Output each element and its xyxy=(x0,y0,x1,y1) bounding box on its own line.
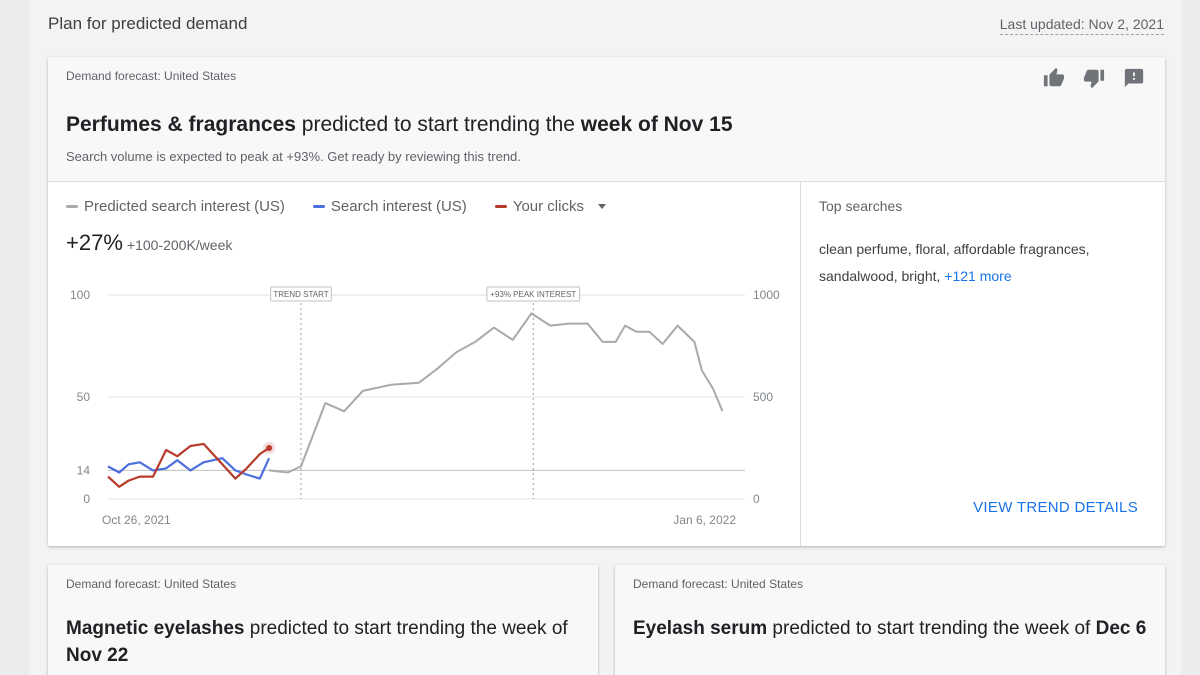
annotation-box xyxy=(270,286,332,302)
legend-predicted[interactable]: Predicted search interest (US) xyxy=(66,198,285,215)
trend-metric: +27% +100-200K/week xyxy=(66,230,232,256)
pane-divider xyxy=(800,182,801,546)
page-title: Plan for predicted demand xyxy=(48,14,248,33)
card-header: Demand forecast: United States Perfumes … xyxy=(48,57,1165,182)
thumb-down-icon[interactable] xyxy=(1083,67,1105,89)
thumb-up-icon[interactable] xyxy=(1043,67,1065,89)
headline-week: Dec 6 xyxy=(1095,618,1147,639)
annotation-box xyxy=(486,286,581,302)
card-eyebrow: Demand forecast: United States xyxy=(66,69,237,83)
metric-volume: +100-200K/week xyxy=(126,237,233,253)
y-tick-label-left: 50 xyxy=(77,390,91,404)
y-tick-label-left: 14 xyxy=(77,463,91,477)
y-tick-label-right: 500 xyxy=(753,390,773,404)
series-line-clicks xyxy=(107,442,270,488)
headline-mid: predicted to start trending the week of xyxy=(767,618,1096,639)
chevron-down-icon xyxy=(597,204,606,209)
y-tick-label-right: 1000 xyxy=(753,288,780,302)
legend-predicted-label: Predicted search interest (US) xyxy=(84,198,285,215)
legend-predicted-swatch xyxy=(66,205,78,208)
y-tick-label-left: 100 xyxy=(70,288,90,302)
y-tick-label-right: 0 xyxy=(753,492,760,506)
top-searches-pane: Top searches clean perfume, floral, affo… xyxy=(801,182,1165,546)
x-tick-label-start: Oct 26, 2021 xyxy=(102,513,171,527)
last-updated-label[interactable]: Last updated: Nov 2, 2021 xyxy=(999,16,1164,35)
more-searches-link[interactable]: +121 more xyxy=(944,268,1012,284)
headline-week: Nov 22 xyxy=(66,645,129,666)
card-body: 0 14 50 100 0 500 1000 Oct 26, 2021 Jan 6, 2022 T… xyxy=(48,182,1165,546)
headline-mid: predicted to start trending the week of xyxy=(244,618,568,639)
y-tick-label-left: 0 xyxy=(83,492,90,506)
chart-legend: Predicted search interest (US) Search in… xyxy=(66,198,606,215)
headline-week: week of Nov 15 xyxy=(580,113,733,136)
legend-clicks-label: Your clicks xyxy=(512,198,584,215)
legend-clicks-dropdown[interactable]: Your clicks xyxy=(494,198,606,215)
legend-interest-label: Search interest (US) xyxy=(330,198,467,215)
top-searches-title: Top searches xyxy=(819,198,903,214)
card-eyebrow: Demand forecast: United States xyxy=(66,577,237,591)
card-header: Demand forecast: United States Magnetic … xyxy=(48,565,598,675)
card-headline: Perfumes & fragrances predicted to start… xyxy=(66,111,733,138)
top-searches-list: clean perfume, floral, affordable fragra… xyxy=(819,236,1139,290)
card-headline: Eyelash serum predicted to start trendin… xyxy=(633,615,1153,642)
card-header: Demand forecast: United States Eyelash s… xyxy=(615,565,1165,675)
demand-forecast-card-serum[interactable]: Demand forecast: United States Eyelash s… xyxy=(615,565,1165,675)
feedback-actions xyxy=(1043,67,1145,89)
feedback-icon[interactable] xyxy=(1123,67,1145,89)
top-searches-text: clean perfume, floral, affordable fragra… xyxy=(819,241,1090,284)
demand-forecast-card-eyelashes[interactable]: Demand forecast: United States Magnetic … xyxy=(48,565,598,675)
card-headline: Magnetic eyelashes predicted to start tr… xyxy=(66,615,586,669)
series-line-predicted xyxy=(268,312,724,474)
page: Plan for predicted demand Last updated: … xyxy=(30,0,1182,675)
card-subtitle: Search volume is expected to peak at +93… xyxy=(66,149,521,164)
chart-pane: 0 14 50 100 0 500 1000 Oct 26, 2021 Jan 6, 2022 T… xyxy=(48,182,800,546)
legend-interest-swatch xyxy=(312,205,325,208)
headline-product: Eyelash serum xyxy=(633,618,768,639)
legend-interest[interactable]: Search interest (US) xyxy=(312,198,467,215)
series-line-interest xyxy=(107,457,271,480)
headline-product: Perfumes & fragrances xyxy=(66,113,296,136)
clicks-last-point xyxy=(266,445,273,451)
annotation-label: TREND START xyxy=(273,290,328,299)
annotation-label: +93% PEAK INTEREST xyxy=(490,290,576,299)
metric-percent: +27% xyxy=(66,230,123,255)
legend-clicks-swatch xyxy=(494,205,507,208)
view-trend-details-link[interactable]: VIEW TREND DETAILS xyxy=(973,499,1138,516)
card-eyebrow: Demand forecast: United States xyxy=(633,577,804,591)
x-tick-label-end: Jan 6, 2022 xyxy=(673,513,736,527)
demand-forecast-card: Demand forecast: United States Perfumes … xyxy=(48,57,1165,546)
headline-product: Magnetic eyelashes xyxy=(66,618,245,639)
headline-mid: predicted to start trending the xyxy=(295,113,581,136)
